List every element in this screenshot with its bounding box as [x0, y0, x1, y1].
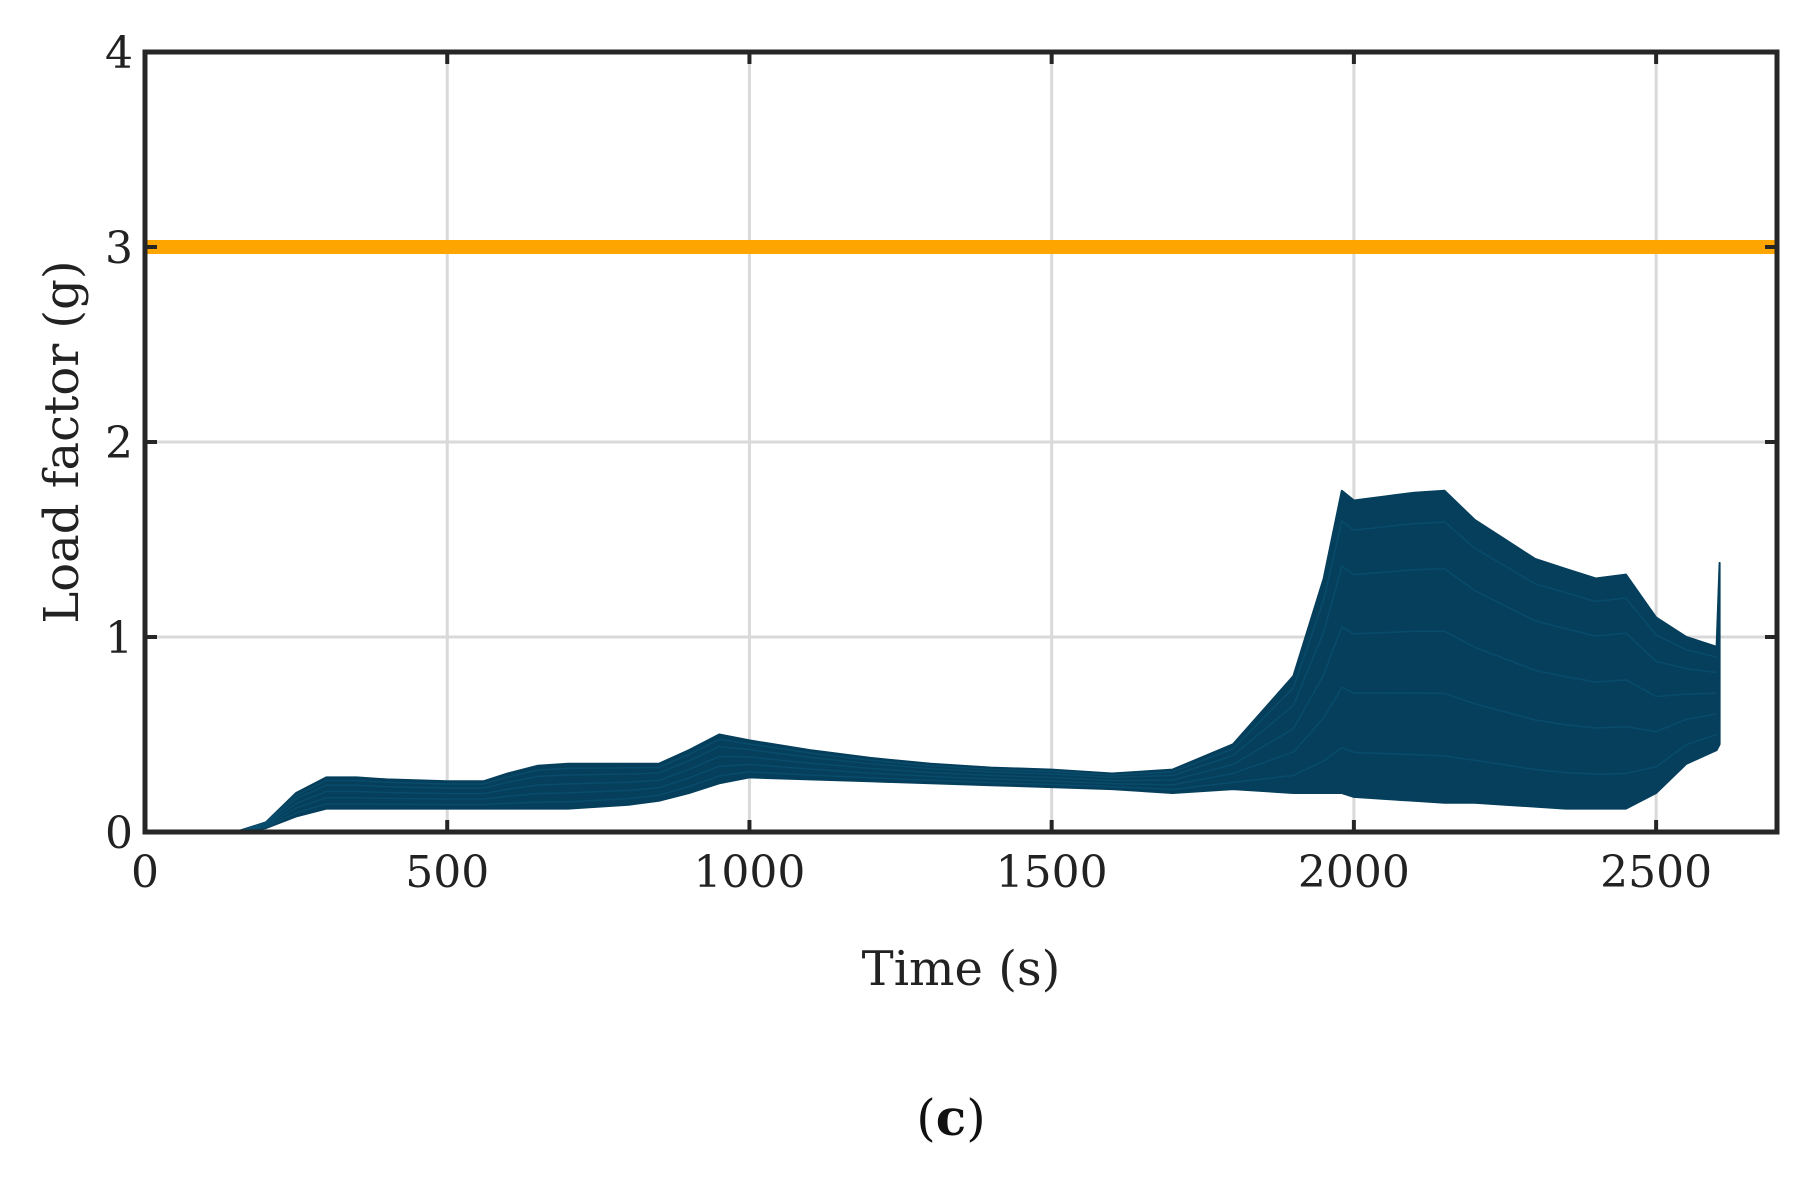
x-tick-label: 0 [131, 847, 159, 898]
x-axis-label: Time (s) [862, 941, 1061, 997]
trajectory-line [145, 519, 1717, 833]
plot-data [144, 489, 1721, 833]
panel-label: (c) [916, 1088, 985, 1147]
y-axis-label: Load factor (g) [34, 260, 90, 623]
y-tick-label: 0 [105, 808, 133, 859]
x-tick-label: 2500 [1600, 847, 1712, 898]
trajectory-line [145, 625, 1717, 833]
trajectory-line [145, 565, 1717, 833]
y-tick-label: 3 [105, 223, 133, 274]
x-tick-label: 2000 [1298, 847, 1410, 898]
grid-lines [145, 52, 1777, 832]
y-tick-label: 2 [105, 418, 133, 469]
tick-marks [143, 50, 1777, 834]
trajectory-line [145, 733, 1717, 833]
y-tick-label: 1 [105, 613, 133, 664]
x-tick-label: 1500 [996, 847, 1108, 898]
panel-label-close: ) [966, 1089, 986, 1147]
panel-label-letter: c [936, 1088, 966, 1147]
y-tick-label: 4 [105, 28, 133, 79]
x-tick-label: 1000 [693, 847, 805, 898]
x-tick-label: 500 [405, 847, 489, 898]
x-tick-labels: 0 500 1000 1500 2000 2500 [131, 847, 1712, 898]
trajectory-line [145, 686, 1717, 833]
y-tick-labels: 0 1 2 3 4 [105, 28, 133, 859]
panel-label-open: ( [916, 1089, 936, 1147]
ensemble-band [144, 489, 1721, 833]
